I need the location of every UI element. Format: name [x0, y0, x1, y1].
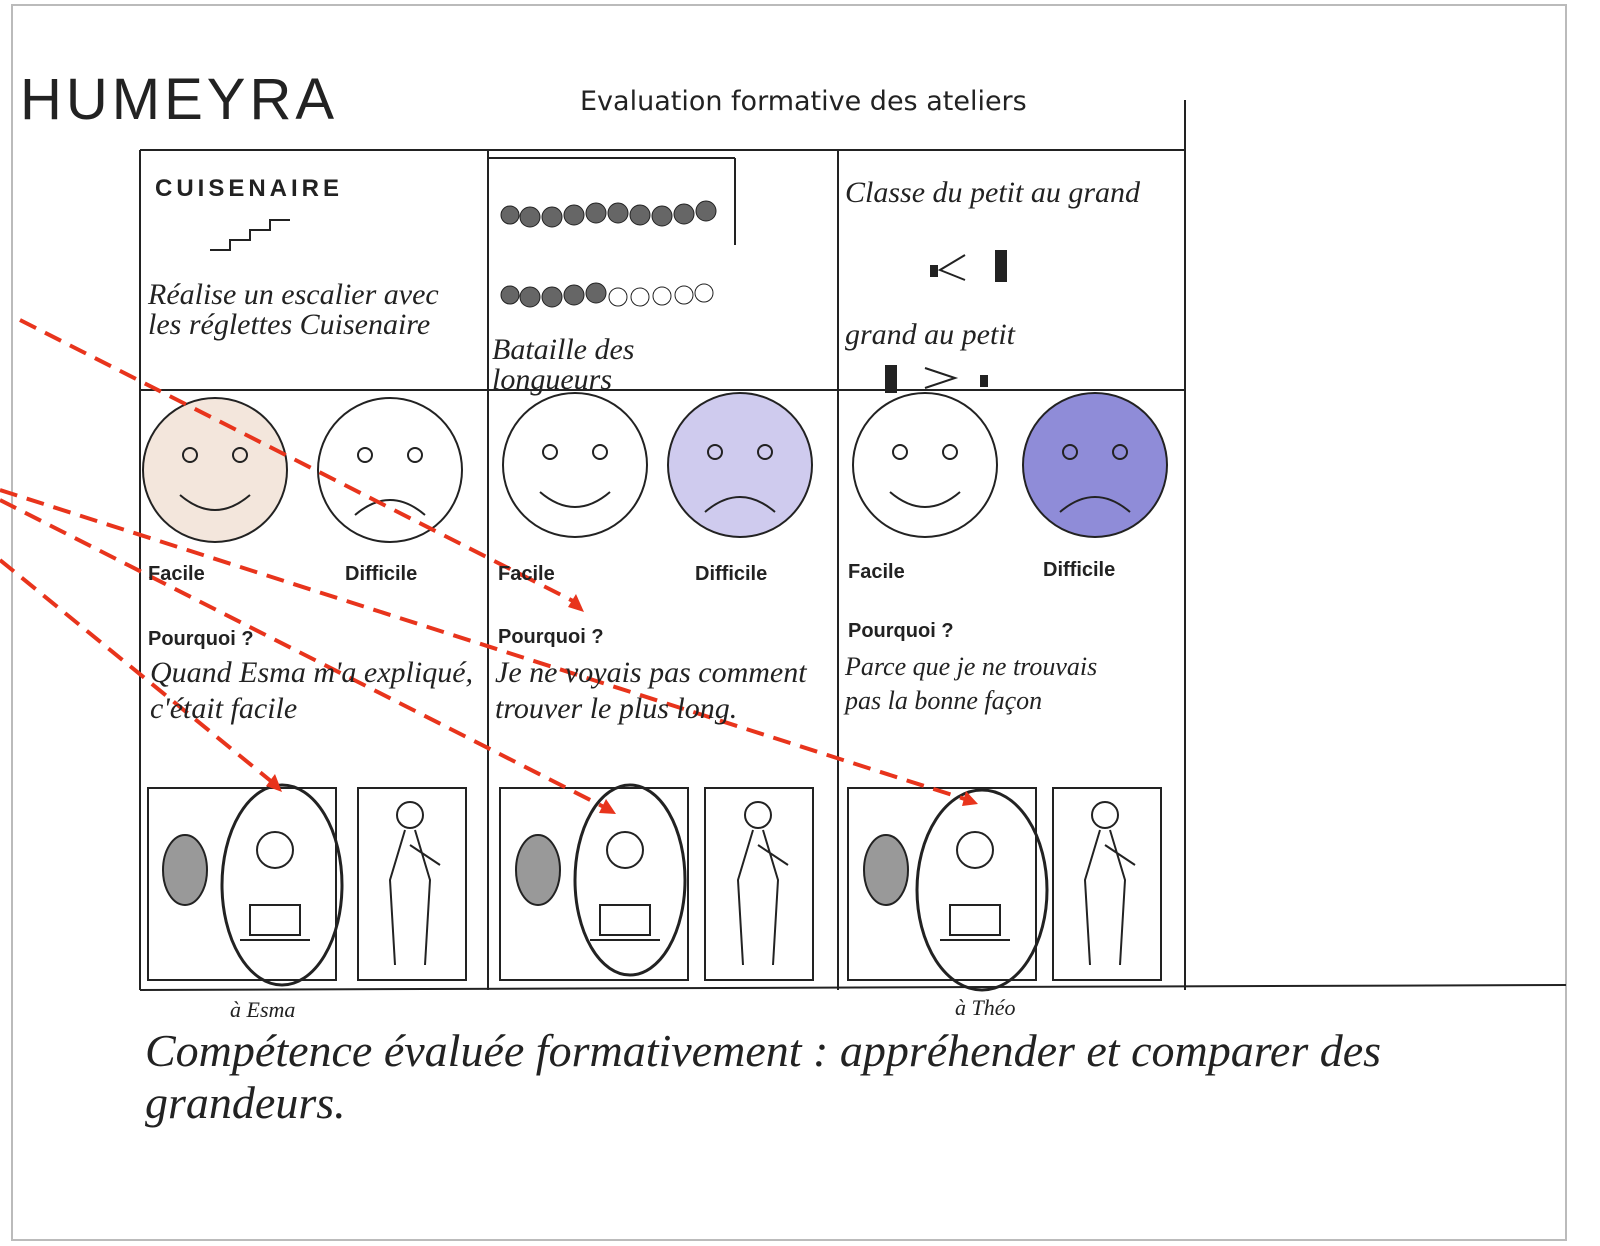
task-text: Réalise un escalier avec les réglettes C…: [148, 278, 439, 341]
task-text: Bataille des longueurs: [492, 333, 635, 396]
why-answer: Quand Esma m'a expliqué, c'était facile: [150, 656, 474, 725]
helper-note: à Esma: [230, 997, 296, 1022]
column-heading: CUISENAIRE: [155, 175, 344, 202]
student-name: HUMEYRA: [20, 67, 339, 132]
task-text: grand au petit: [845, 318, 1015, 351]
easy-label: Facile: [848, 561, 905, 583]
easy-label: Facile: [498, 563, 555, 585]
why-answer: Parce que je ne trouvais pas la bonne fa…: [845, 652, 1098, 715]
hard-label: Difficile: [695, 563, 768, 585]
task-text: Classe du petit au grand: [845, 176, 1141, 209]
bead-rows: [488, 157, 736, 308]
pictograms: [147, 783, 1162, 992]
annotation-arrows: [0, 318, 978, 814]
helper-note: à Théo: [955, 995, 1016, 1020]
size-bars: [885, 250, 1007, 393]
sheet: [11, 4, 1567, 1241]
cuisenaire-stairs: [210, 219, 290, 251]
sheet-title: Evaluation formative des ateliers: [580, 86, 1027, 117]
why-label: Pourquoi ?: [148, 628, 254, 650]
table-grid: [139, 100, 1567, 991]
competence-note: Compétence évaluée formativement : appré…: [145, 1025, 1382, 1128]
smileys: [142, 392, 1168, 543]
why-answer: Je ne voyais pas comment trouver le plus…: [495, 656, 807, 725]
why-label: Pourquoi ?: [848, 620, 954, 642]
hard-label: Difficile: [345, 563, 418, 585]
easy-label: Facile: [148, 563, 205, 585]
why-label: Pourquoi ?: [498, 626, 604, 648]
hard-label: Difficile: [1043, 559, 1116, 581]
